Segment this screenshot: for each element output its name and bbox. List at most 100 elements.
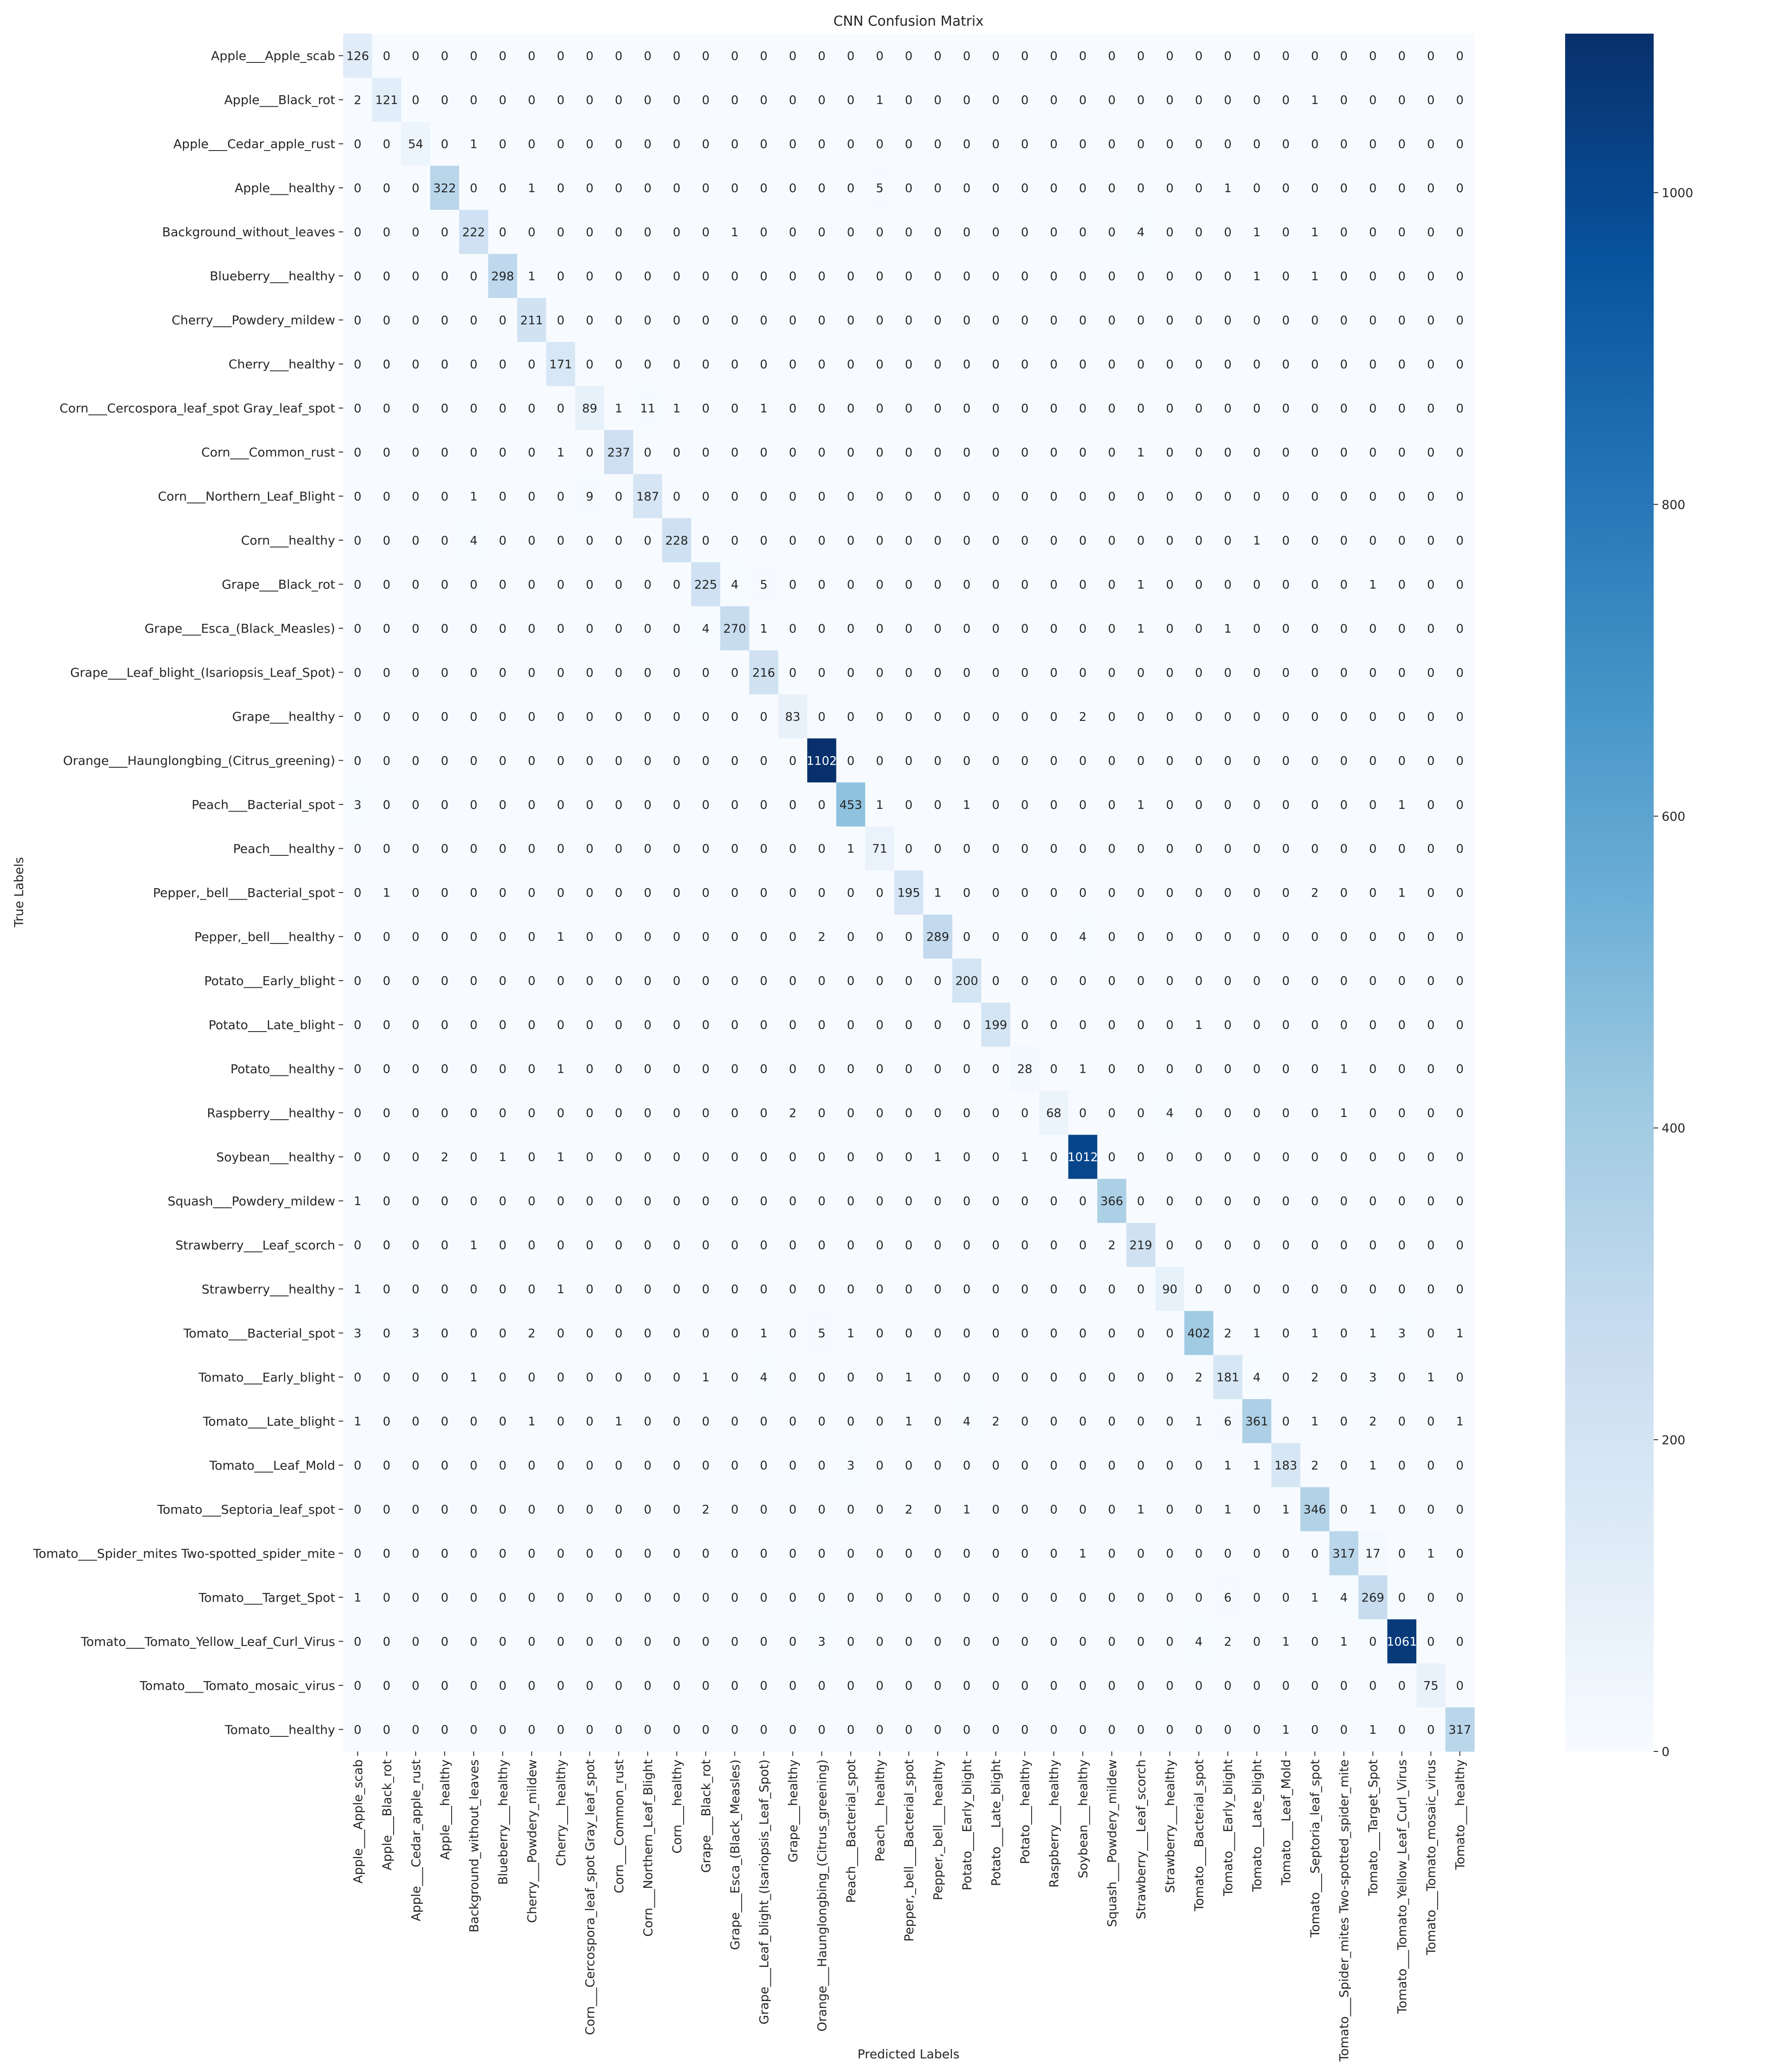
heatmap-cell xyxy=(1068,1179,1098,1223)
heatmap-cell xyxy=(894,562,924,607)
heatmap-cell xyxy=(1184,77,1214,122)
cell-value-label: 0 xyxy=(441,1106,449,1120)
heatmap-cell xyxy=(1300,959,1330,1003)
heatmap-cell xyxy=(1213,870,1243,915)
cell-value-label: 0 xyxy=(1224,358,1232,371)
cell-value-label: 0 xyxy=(1137,1679,1145,1693)
cell-value-label: 0 xyxy=(470,1283,477,1296)
heatmap-cell xyxy=(778,1707,808,1752)
heatmap-cell xyxy=(923,1355,953,1399)
heatmap-cell xyxy=(1445,1619,1475,1664)
cell-value-label: 0 xyxy=(1021,1371,1029,1384)
heatmap-cell xyxy=(1271,1223,1301,1268)
heatmap-cell xyxy=(1329,1707,1359,1752)
heatmap-cell xyxy=(981,254,1011,298)
cell-value-label: 0 xyxy=(702,137,709,151)
cell-value-label: 0 xyxy=(992,313,999,327)
heatmap-cell xyxy=(488,121,518,166)
heatmap-cell xyxy=(1068,1047,1098,1091)
cell-value-label: 0 xyxy=(702,1106,709,1120)
heatmap-cell xyxy=(343,1267,373,1311)
cell-value-label: 0 xyxy=(702,1283,709,1296)
heatmap-cell xyxy=(459,694,489,739)
x-tick-label: Potato___Late_blight xyxy=(989,1759,1003,1886)
heatmap-cell xyxy=(691,121,721,166)
cell-value-label: 0 xyxy=(354,358,361,371)
heatmap-cell xyxy=(720,77,750,122)
heatmap-cell xyxy=(1242,562,1272,607)
cell-value-label: 0 xyxy=(615,1723,623,1737)
heatmap-cell xyxy=(1387,1355,1417,1399)
cell-value-label: 0 xyxy=(876,1239,883,1252)
heatmap-cell xyxy=(401,782,431,827)
cell-value-label: 0 xyxy=(1195,93,1203,107)
heatmap-cell xyxy=(1155,1311,1185,1356)
cell-value-label: 0 xyxy=(412,402,419,415)
cell-value-label: 0 xyxy=(615,754,623,768)
cell-value-label: 0 xyxy=(1050,358,1057,371)
cell-value-label: 0 xyxy=(876,1018,883,1032)
heatmap-cell xyxy=(952,474,982,518)
cell-value-label: 0 xyxy=(383,666,391,680)
cell-value-label: 0 xyxy=(1340,1503,1348,1517)
heatmap-cell xyxy=(923,1002,953,1047)
cell-value-label: 0 xyxy=(760,710,767,724)
heatmap-cell xyxy=(372,1707,402,1752)
heatmap-cell xyxy=(372,650,402,695)
cell-value-label: 0 xyxy=(615,666,623,680)
heatmap-cell xyxy=(1358,782,1388,827)
cell-value-label: 0 xyxy=(934,710,941,724)
heatmap-cell xyxy=(1213,694,1243,739)
heatmap-cell xyxy=(1242,1707,1272,1752)
cell-value-label: 0 xyxy=(1166,1723,1174,1737)
cell-value-label: 0 xyxy=(1253,182,1261,195)
heatmap-cell xyxy=(1358,1531,1388,1576)
heatmap-cell xyxy=(1358,1399,1388,1444)
heatmap-cell xyxy=(952,1179,982,1223)
cell-value-label: 0 xyxy=(1050,313,1057,327)
colorbar-tick-label: 600 xyxy=(1662,809,1685,823)
cell-value-label: 0 xyxy=(1369,270,1377,283)
cell-value-label: 0 xyxy=(905,754,913,768)
cell-value-label: 0 xyxy=(1108,1106,1115,1120)
heatmap-cell xyxy=(720,121,750,166)
heatmap-cell xyxy=(372,254,402,298)
cell-value-label: 0 xyxy=(789,622,797,636)
heatmap-cell xyxy=(372,77,402,122)
cell-value-label: 0 xyxy=(557,974,565,988)
heatmap-cell xyxy=(691,1531,721,1576)
cell-value-label: 1 xyxy=(1137,622,1145,636)
heatmap-cell xyxy=(1445,1267,1475,1311)
heatmap-cell xyxy=(633,34,663,78)
heatmap-cell xyxy=(894,694,924,739)
cell-value-label: 0 xyxy=(963,93,971,107)
heatmap-cell xyxy=(401,121,431,166)
heatmap-cell xyxy=(401,1267,431,1311)
cell-value-label: 0 xyxy=(615,225,623,239)
heatmap-cell xyxy=(749,1179,779,1223)
heatmap-cell xyxy=(575,1443,605,1488)
cell-value-label: 0 xyxy=(1253,1106,1261,1120)
cell-value-label: 0 xyxy=(441,754,449,768)
heatmap-cell xyxy=(1416,562,1446,607)
heatmap-cell xyxy=(430,1575,460,1620)
heatmap-cell xyxy=(662,694,692,739)
cell-value-label: 0 xyxy=(731,1459,739,1473)
heatmap-cell xyxy=(836,166,866,210)
heatmap-cell xyxy=(459,1267,489,1311)
heatmap-cell xyxy=(1039,1619,1069,1664)
heatmap-cell xyxy=(720,1575,750,1620)
cell-value-label: 0 xyxy=(876,490,883,503)
cell-value-label: 453 xyxy=(839,798,862,812)
heatmap-cell xyxy=(1242,474,1272,518)
heatmap-cell xyxy=(1155,34,1185,78)
cell-value-label: 0 xyxy=(615,1635,623,1649)
cell-value-label: 0 xyxy=(1050,1151,1057,1164)
heatmap-cell xyxy=(1126,209,1156,255)
cell-value-label: 1 xyxy=(1137,1503,1145,1517)
heatmap-cell xyxy=(1329,1267,1359,1311)
heatmap-cell xyxy=(633,1575,663,1620)
cell-value-label: 0 xyxy=(963,1591,971,1605)
heatmap-cell xyxy=(517,1619,547,1664)
heatmap-cell xyxy=(1271,1575,1301,1620)
